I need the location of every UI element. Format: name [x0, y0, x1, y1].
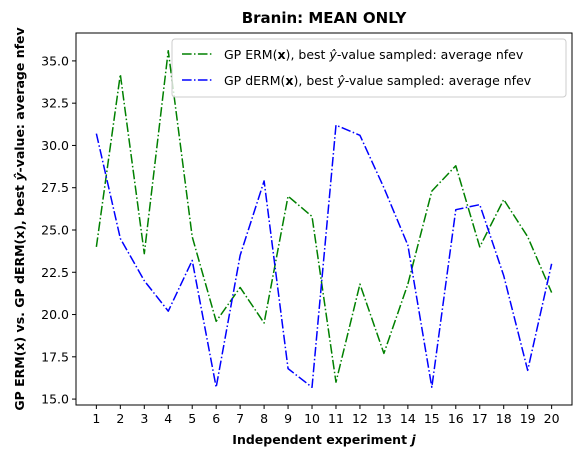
- x-tick-label: 14: [400, 411, 416, 426]
- y-axis-label: GP ERM(x) vs. GP dERM(x), best ŷ-value: …: [12, 27, 27, 410]
- x-tick-label: 18: [496, 411, 512, 426]
- x-tick-label: 17: [472, 411, 488, 426]
- y-tick-label: 35.0: [41, 53, 69, 68]
- y-tick-label: 27.5: [41, 180, 69, 195]
- x-tick-label: 19: [520, 411, 536, 426]
- x-tick-label: 16: [448, 411, 464, 426]
- legend: GP ERM(x), best ŷ-value sampled: average…: [171, 38, 567, 98]
- x-tick-label: 5: [188, 411, 196, 426]
- y-axis: 15.0 17.5 20.0 22.5 25.0 27.5 30.0 32.5 35.0: [41, 53, 76, 407]
- series-line-gp-derm: [95, 124, 553, 388]
- y-tick-label: 25.0: [41, 222, 69, 237]
- x-tick-label: 10: [304, 411, 320, 426]
- x-tick-label: 15: [424, 411, 440, 426]
- chart-title: Branin: MEAN ONLY: [242, 9, 408, 27]
- y-tick-label: 15.0: [41, 392, 69, 407]
- x-tick-label: 13: [376, 411, 392, 426]
- y-tick-label: 32.5: [41, 96, 69, 111]
- legend-label: GP ERM(x), best ŷ-value sampled: average…: [224, 47, 524, 62]
- x-tick-label: 6: [212, 411, 220, 426]
- x-tick-label: 8: [260, 411, 268, 426]
- legend-box: [171, 38, 567, 98]
- x-tick-label: 1: [92, 411, 100, 426]
- x-tick-label: 2: [116, 411, 124, 426]
- x-tick-label: 3: [140, 411, 148, 426]
- y-tick-label: 20.0: [41, 307, 69, 322]
- x-axis-label: Independent experiment j: [232, 432, 416, 447]
- series-lines: [95, 50, 553, 388]
- x-axis: 1 2 3 4 5 6 7 8 9 10 11 12 13 14 15 16 17 18 19 20: [92, 405, 560, 426]
- y-tick-label: 17.5: [41, 349, 69, 364]
- x-tick-label: 7: [236, 411, 244, 426]
- axes-frame: [75, 32, 573, 406]
- x-tick-label: 12: [352, 411, 368, 426]
- x-tick-label: 20: [544, 411, 560, 426]
- x-tick-label: 11: [328, 411, 344, 426]
- x-tick-label: 9: [284, 411, 292, 426]
- y-tick-label: 22.5: [41, 265, 69, 280]
- y-tick-label: 30.0: [41, 138, 69, 153]
- legend-label: GP dERM(x), best ŷ-value sampled: averag…: [224, 73, 532, 88]
- x-tick-label: 4: [164, 411, 172, 426]
